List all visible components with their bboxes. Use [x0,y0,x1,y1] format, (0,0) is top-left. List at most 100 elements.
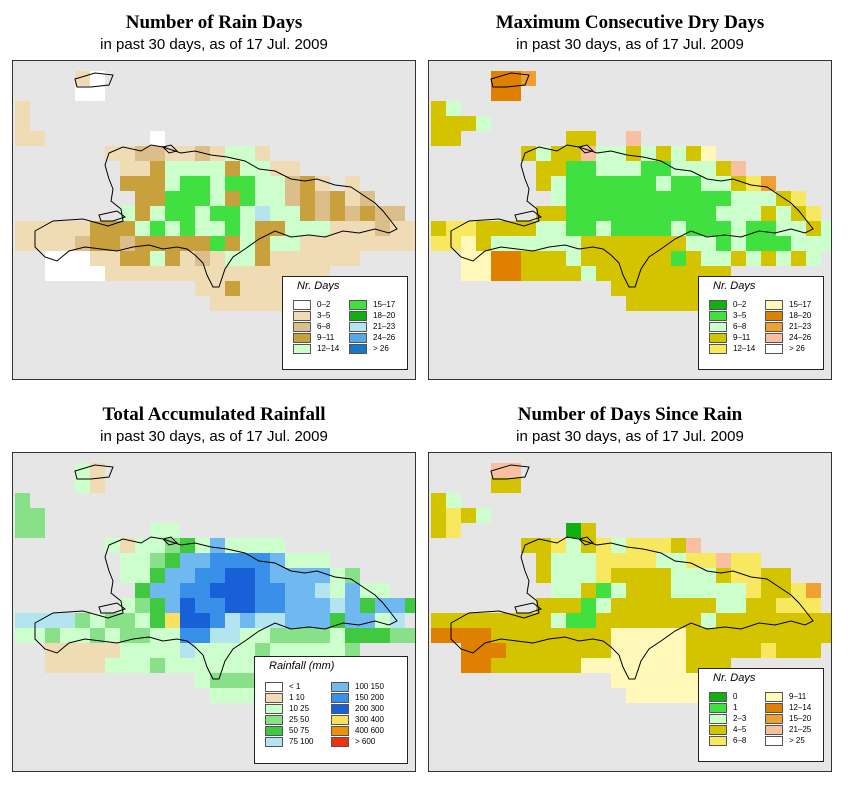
grid-cell [135,613,150,628]
grid-cell [225,206,240,221]
grid-cell [150,236,165,251]
grid-cell [776,221,791,236]
grid-cell [686,206,701,221]
grid-cell [461,116,476,131]
grid-cell [45,613,60,628]
grid-cell [105,251,120,266]
grid-cell [581,523,596,538]
grid-cell [611,568,626,583]
grid-cell [611,643,626,658]
legend-item: 150 200 [331,692,384,703]
grid-cell [776,206,791,221]
grid-cell [180,583,195,598]
grid-cell [791,583,806,598]
legend-swatch [765,735,783,746]
grid-cell [626,643,641,658]
grid-cell [240,538,255,553]
legend-label: 6–8 [733,322,747,331]
legend-item: 6–8 [293,321,330,332]
grid-cell [476,613,491,628]
grid-cell [45,251,60,266]
grid-cell [581,251,596,266]
grid-cell [521,628,536,643]
legend-label: 75 100 [289,737,314,746]
grid-cell [195,538,210,553]
grid-cell [255,538,270,553]
legend-label: 9–11 [733,333,751,342]
grid-cell [506,613,521,628]
grid-cell [240,221,255,236]
grid-cell [431,131,446,146]
grid-cell [611,266,626,281]
grid-cell [746,553,761,568]
panel-subtitle: in past 30 days, as of 17 Jul. 2009 [100,36,328,53]
grid-cell [461,628,476,643]
grid-cell [90,251,105,266]
grid-cell [551,568,566,583]
legend-swatch [709,735,727,746]
grid-cell [195,643,210,658]
grid-cell [701,643,716,658]
legend-item: 1 10 [265,692,305,703]
legend-swatch [765,332,783,343]
grid-cell [120,568,135,583]
legend-item: 18–20 [765,310,811,321]
grid-cell [195,236,210,251]
coastline-islet [514,602,543,614]
grid-cell [476,643,491,658]
grid-cell [30,236,45,251]
grid-cell [791,221,806,236]
grid-cell [330,206,345,221]
grid-cell [641,161,656,176]
grid-cell [821,236,831,251]
grid-cell [491,643,506,658]
grid-cell [300,191,315,206]
grid-cell [405,236,415,251]
grid-cell [15,221,30,236]
legend-label: 400 600 [355,726,384,735]
grid-cell [120,553,135,568]
grid-cell [15,131,30,146]
grid-cell [761,568,776,583]
grid-cell [701,583,716,598]
grid-cell [225,221,240,236]
grid-cell [165,568,180,583]
legend-label: 24–26 [373,333,396,342]
grid-cell [671,553,686,568]
grid-cell [626,266,641,281]
grid-cell [551,598,566,613]
grid-cell [315,221,330,236]
grid-cell [701,176,716,191]
grid-cell [551,658,566,673]
grid-cell [270,628,285,643]
grid-cell [240,176,255,191]
grid-cell [536,161,551,176]
grid-cell [626,191,641,206]
grid-cell [551,628,566,643]
grid-cell [641,628,656,643]
grid-cell [270,296,285,311]
grid-cell [150,523,165,538]
grid-cell [536,146,551,161]
grid-cell [806,236,821,251]
legend-item: 400 600 [331,725,384,736]
grid-cell [491,463,506,478]
grid-cell [596,598,611,613]
grid-cell [791,206,806,221]
legend-item: 24–26 [349,332,395,343]
grid-cell [656,688,671,703]
grid-cell [821,613,831,628]
grid-cell [446,493,461,508]
grid-cell [210,206,225,221]
grid-cell [701,221,716,236]
legend-label: 200 300 [355,704,384,713]
legend-item: 200 300 [331,703,384,714]
legend-swatch [293,321,311,332]
grid-cell [255,161,270,176]
grid-cell [195,553,210,568]
grid-cell [210,613,225,628]
grid-cell [626,206,641,221]
grid-cell [210,643,225,658]
grid-cell [776,628,791,643]
grid-cell [461,251,476,266]
